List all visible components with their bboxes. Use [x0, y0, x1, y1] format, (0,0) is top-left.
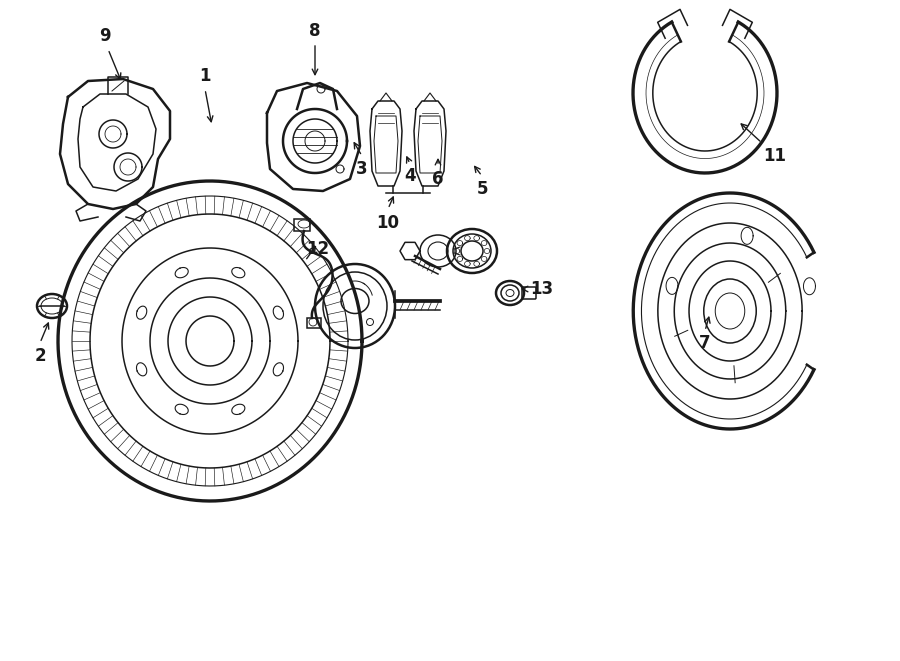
Text: 2: 2: [34, 347, 46, 365]
Text: 3: 3: [356, 160, 368, 178]
Text: 11: 11: [763, 147, 787, 165]
Text: 8: 8: [310, 22, 320, 40]
Text: 1: 1: [199, 67, 211, 85]
Text: 10: 10: [376, 214, 400, 232]
Text: 13: 13: [530, 280, 554, 298]
Text: 5: 5: [476, 180, 488, 198]
Text: 12: 12: [306, 240, 329, 258]
Text: 9: 9: [99, 27, 111, 45]
Text: 7: 7: [699, 334, 711, 352]
Text: 6: 6: [432, 170, 444, 188]
Text: 4: 4: [404, 167, 416, 185]
